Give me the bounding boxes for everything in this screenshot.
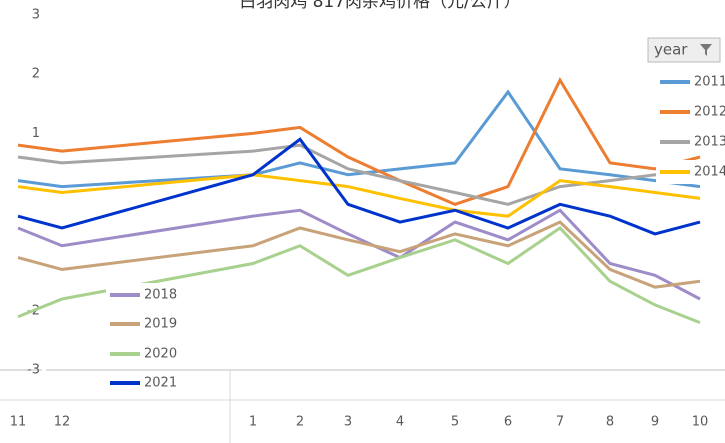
x-tick-label: 6: [504, 415, 512, 430]
legend-label: 2018: [144, 288, 177, 303]
x-tick-label: 2: [296, 415, 304, 430]
legend-label: 2021: [144, 376, 177, 391]
y-tick-label: 1: [32, 126, 40, 141]
y-tick-label: -3: [27, 363, 40, 378]
chart: 白羽肉鸡 817肉杂鸡价格（元/公斤） year -3-212311121234…: [0, 0, 725, 443]
y-tick-label: 2: [32, 67, 40, 82]
legend-label: 2019: [144, 317, 177, 332]
x-tick-label: 12: [54, 415, 71, 430]
x-tick-label: 8: [606, 415, 614, 430]
chart-title: 白羽肉鸡 817肉杂鸡价格（元/公斤）: [239, 0, 521, 12]
legend-label: 2020: [144, 347, 177, 362]
legend-label: 2014: [694, 165, 725, 180]
y-tick-label: 3: [32, 8, 40, 23]
x-tick-label: 4: [396, 415, 404, 430]
legend-label: 2013: [694, 135, 725, 150]
x-tick-label: 11: [10, 415, 27, 430]
x-tick-label: 7: [556, 415, 564, 430]
x-tick-label: 9: [651, 415, 659, 430]
x-tick-label: 3: [344, 415, 352, 430]
legend-title: year: [654, 41, 688, 59]
x-tick-label: 1: [249, 415, 257, 430]
x-tick-label: 5: [451, 415, 459, 430]
x-tick-label: 10: [692, 415, 709, 430]
legend-label: 2011: [694, 75, 725, 90]
legend-label: 2012: [694, 105, 725, 120]
